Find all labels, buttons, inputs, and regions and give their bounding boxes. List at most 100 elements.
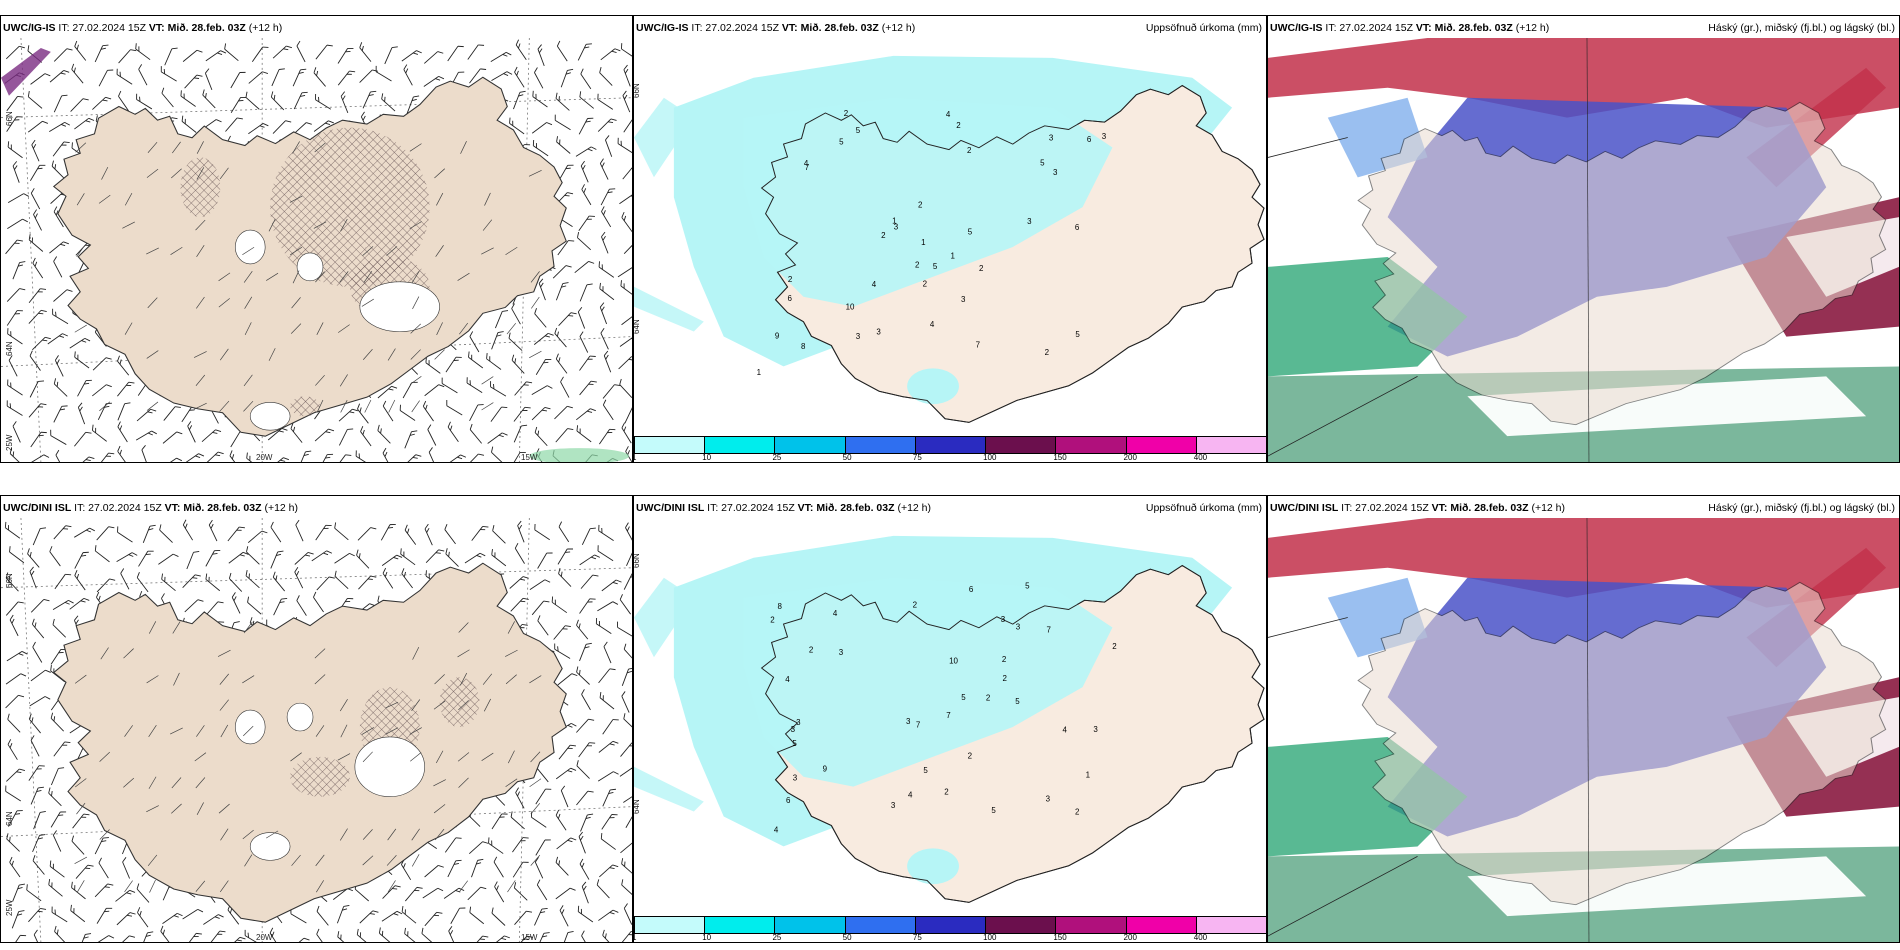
panel-header: UWC/DINI ISL IT: 27.02.2024 15Z VT: Mið.… [3,501,628,515]
panel-header: UWC/IG-IS IT: 27.02.2024 15Z VT: Mið. 28… [636,21,1262,35]
precip-value: 5 [1015,697,1020,706]
cloud-map [1268,518,1899,942]
precip-value: 7 [916,720,921,729]
init-time: IT: 27.02.2024 15Z [1341,502,1429,514]
lead-time: (+12 h) [1515,22,1550,34]
valid-time: VT: Mið. 28.feb. 03Z [1415,22,1513,34]
precip-value: 2 [918,201,923,210]
precip-value: 4 [774,825,779,834]
panel-header: UWC/DINI ISL IT: 27.02.2024 15Z VT: Mið.… [636,501,1262,515]
precip-value: 3 [1046,795,1051,804]
precip-value: 3 [906,717,911,726]
panel-title: Uppsöfnuð úrkoma (mm) [1145,502,1262,514]
precip-value: 5 [923,766,928,775]
precip-value: 8 [778,602,783,611]
cloud-map [1268,38,1899,462]
precip-map: 5 6 3 2 6 7 5 3 4 6 5 5 4 3 3 2 8 3 4 7 2 1 3 2 2 5 10 9 2 3 1 2 4 2 3 2 5 1 1… [634,38,1266,436]
model-name: UWC/DINI ISL [3,502,72,514]
precip-value: 3 [1016,622,1021,631]
valid-time: VT: Mið. 28.feb. 03Z [797,502,895,514]
lead-time: (+12 h) [881,22,916,34]
panel-cloud-bottom: UWC/DINI ISL IT: 27.02.2024 15Z VT: Mið.… [1267,495,1900,943]
legend-tick: 1 [634,933,636,942]
precip-value: 3 [856,332,861,341]
precip-value: 2 [956,121,961,130]
precip-value: 3 [796,718,801,727]
precip-value: 5 [1075,330,1080,339]
precip-value: 3 [1027,217,1032,226]
legend-swatch [914,917,986,933]
precip-value: 3 [1102,132,1107,141]
precip-value: 2 [1045,348,1050,357]
model-name: UWC/DINI ISL [1270,502,1339,514]
precip-value: 5 [839,137,844,146]
panel-title: Uppsöfnuð úrkoma (mm) [1145,22,1262,34]
precip-value: 6 [969,585,974,594]
lead-time: (+12 h) [1531,502,1566,514]
precip-value: 2 [1075,808,1080,817]
precip-value: 9 [775,332,780,341]
valid-time: VT: Mið. 28.feb. 03Z [148,22,246,34]
init-time: IT: 27.02.2024 15Z [707,502,795,514]
legend-swatch [844,917,915,933]
precip-value: 4 [908,791,913,800]
legend-tick: 200 [1123,933,1137,942]
legend-tick: 1 [634,453,636,462]
valid-time: VT: Mið. 28.feb. 03Z [1431,502,1529,514]
precip-value: 5 [961,693,966,702]
lat-label-66: 66N [633,83,641,98]
precip-value: 5 [933,262,938,271]
legend-swatch [704,437,775,453]
legend-swatch [634,917,705,933]
precip-value: 5 [991,806,996,815]
precip-value: 1 [951,251,956,260]
legend-tick: 100 [983,453,997,462]
legend-tick: 150 [1053,933,1067,942]
lon-label-25: 25W [5,434,14,451]
lon-label-20: 20W [256,933,273,942]
precip-value: 2 [881,231,886,240]
precip-value: 3 [791,725,796,734]
precip-value: 8 [801,342,806,351]
legend-tick: 25 [772,453,782,462]
precip-value: 2 [809,646,814,655]
precip-value: 2 [1002,655,1007,664]
legend-tick: 400 [1193,933,1208,942]
legend-swatch [1195,917,1266,933]
precip-value: 3 [891,801,896,810]
lead-time: (+12 h) [248,22,283,34]
precip-value: 3 [1093,725,1098,734]
precip-legend: 1 10 25 50 75 100 150 200 400 [634,916,1266,942]
lat-label-64: 64N [633,319,641,334]
precip-value: 1 [1086,770,1091,779]
precip-value: 4 [872,280,877,289]
legend-tick: 25 [772,933,782,942]
model-name: UWC/DINI ISL [636,502,705,514]
precip-value: 2 [923,279,928,288]
init-time: IT: 27.02.2024 15Z [1325,22,1413,34]
lat-label-64: 64N [633,799,641,814]
legend-tick: 10 [702,453,712,462]
precip-value: 3 [1049,134,1054,143]
init-time: IT: 27.02.2024 15Z [58,22,146,34]
panel-title: Háský (gr.), miðský (fj.bl.) og lágský (… [1708,502,1895,514]
legend-swatch [914,437,986,453]
precip-value: 5 [792,739,797,748]
precip-value: 7 [976,340,981,349]
legend-tick: 100 [983,933,997,942]
legend-tick: 50 [842,453,852,462]
lead-time: (+12 h) [897,502,932,514]
lat-label-66: 66N [5,111,14,126]
legend-swatch [1125,437,1196,453]
legend-tick: 75 [912,933,922,942]
panel-precip-top: UWC/IG-IS IT: 27.02.2024 15Z VT: Mið. 28… [633,15,1267,463]
panel-header: UWC/IG-IS IT: 27.02.2024 15Z VT: Mið. 28… [1270,21,1895,35]
legend-tick: 10 [702,933,712,942]
lat-label-66: 66N [5,573,14,588]
precip-value: 3 [839,648,844,657]
legend-tick: 400 [1193,453,1208,462]
precip-value: 1 [757,368,762,377]
panel-header: UWC/IG-IS IT: 27.02.2024 15Z VT: Mið. 28… [3,21,628,35]
legend-swatch [844,437,915,453]
lat-label-66: 66N [633,553,641,568]
